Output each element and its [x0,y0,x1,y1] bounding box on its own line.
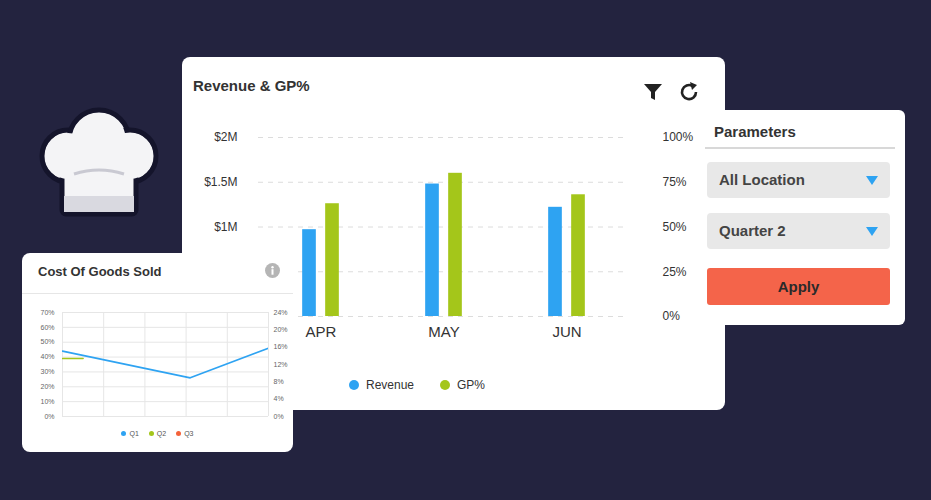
svg-text:100%: 100% [663,130,694,144]
svg-text:10%: 10% [40,398,54,405]
svg-text:16%: 16% [274,343,288,350]
svg-text:20%: 20% [274,326,288,333]
html-text:Q1: Q1 [129,430,139,437]
html-text:Apply: Apply [777,278,820,295]
svg-text:0%: 0% [663,309,681,323]
svg-text:30%: 30% [40,368,54,375]
svg-text:24%: 24% [274,309,288,316]
html-text:Revenue & GP%: Revenue & GP% [193,77,310,94]
html-text:All Location: All Location [719,171,805,188]
svg-text:12%: 12% [274,361,288,368]
svg-text:20%: 20% [40,383,54,390]
svg-text:50%: 50% [40,338,54,345]
svg-text:75%: 75% [663,175,687,189]
svg-text:JUN: JUN [552,323,581,340]
svg-text:$1.5M: $1.5M [204,175,237,189]
svg-text:$1M: $1M [214,220,237,234]
svg-text:8%: 8% [274,378,284,385]
svg-text:4%: 4% [274,395,284,402]
html-text:Revenue: Revenue [366,378,414,392]
html-text:Parameters: Parameters [714,123,796,140]
html-text:Q3: Q3 [184,430,194,437]
html-text:Cost Of Goods Sold: Cost Of Goods Sold [38,264,162,279]
svg-text:0%: 0% [44,413,54,420]
svg-text:$2M: $2M [214,130,237,144]
svg-text:60%: 60% [40,324,54,331]
html-text:Q2: Q2 [156,430,167,437]
svg-text:40%: 40% [40,353,54,360]
svg-text:MAY: MAY [428,323,459,340]
svg-text:25%: 25% [663,265,687,279]
html-text:GP%: GP% [457,378,485,392]
html-text:Quarter 2: Quarter 2 [719,222,786,239]
svg-text:APR: APR [306,323,337,340]
svg-text:70%: 70% [40,309,54,316]
svg-text:0%: 0% [274,413,284,420]
svg-text:50%: 50% [663,220,687,234]
